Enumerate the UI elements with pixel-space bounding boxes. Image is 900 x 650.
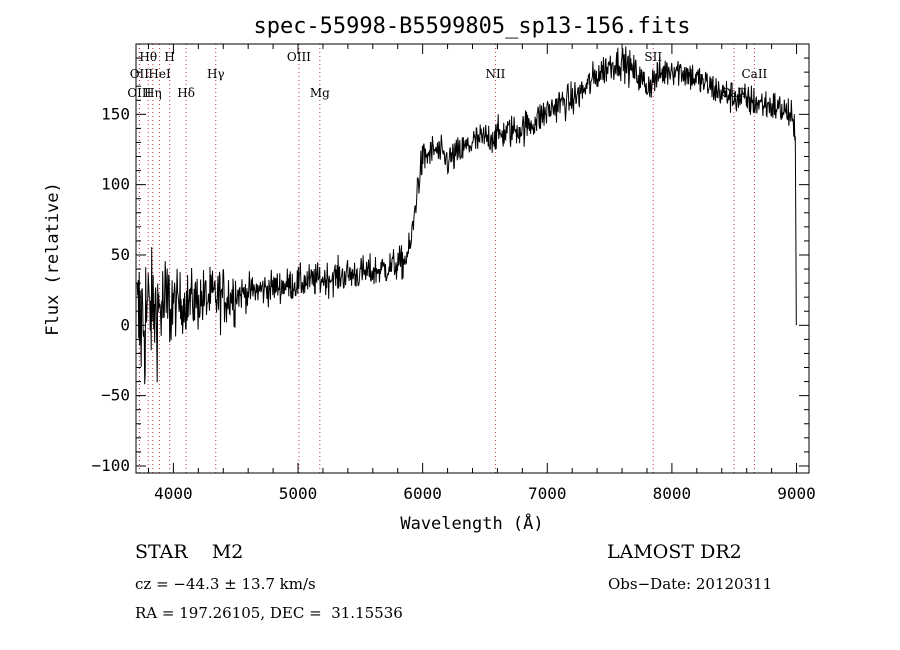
line-marker-label: Mg — [310, 86, 330, 100]
line-marker-label: H — [164, 50, 174, 64]
line-marker-label: Hη — [144, 86, 162, 100]
line-marker-label: Hθ — [139, 50, 157, 64]
x-tick-label: 4000 — [154, 484, 193, 503]
y-tick-label: 100 — [101, 175, 130, 194]
y-tick-label: 50 — [111, 245, 130, 264]
x-axis: 4000 5000 6000 7000 8000 9000 — [147, 44, 816, 503]
x-tick-label: 6000 — [403, 484, 442, 503]
object-class: STAR M2 — [135, 541, 244, 563]
line-marker-label: NII — [485, 67, 505, 81]
observation-date: Obs−Date: 20120311 — [608, 575, 773, 593]
line-marker-label: Hδ — [177, 86, 195, 100]
x-tick-label: 7000 — [528, 484, 567, 503]
line-marker-label: CaII — [741, 67, 767, 81]
sky-coordinates: RA = 197.26105, DEC = 31.15536 — [135, 604, 403, 622]
y-tick-label: −100 — [91, 456, 130, 475]
x-axis-label: Wavelength (Å) — [400, 512, 543, 534]
x-tick-label: 9000 — [777, 484, 816, 503]
y-axis: −100 −50 0 50 100 150 — [91, 57, 809, 475]
emission-line-markers — [138, 44, 755, 473]
y-tick-label: 0 — [120, 315, 130, 334]
y-tick-label: 150 — [101, 104, 130, 123]
line-marker-label: OIII — [287, 50, 311, 64]
line-marker-label: HeI — [148, 67, 171, 81]
x-tick-label: 5000 — [279, 484, 318, 503]
survey-name: LAMOST DR2 — [607, 541, 742, 563]
y-axis-label: Flux (relative) — [43, 182, 63, 336]
x-tick-label: 8000 — [653, 484, 692, 503]
line-marker-label: OIII — [127, 86, 151, 100]
chart-title: spec-55998-B5599805_sp13-156.fits — [253, 14, 690, 39]
line-marker-label: SII — [644, 50, 662, 64]
spectrum-line — [136, 46, 797, 385]
plot-frame — [135, 43, 810, 474]
line-marker-label: OII — [130, 67, 150, 81]
line-marker-label: Hγ — [207, 67, 225, 81]
redshift-velocity: cz = −44.3 ± 13.7 km/s — [135, 575, 316, 593]
y-tick-label: −50 — [101, 386, 130, 405]
